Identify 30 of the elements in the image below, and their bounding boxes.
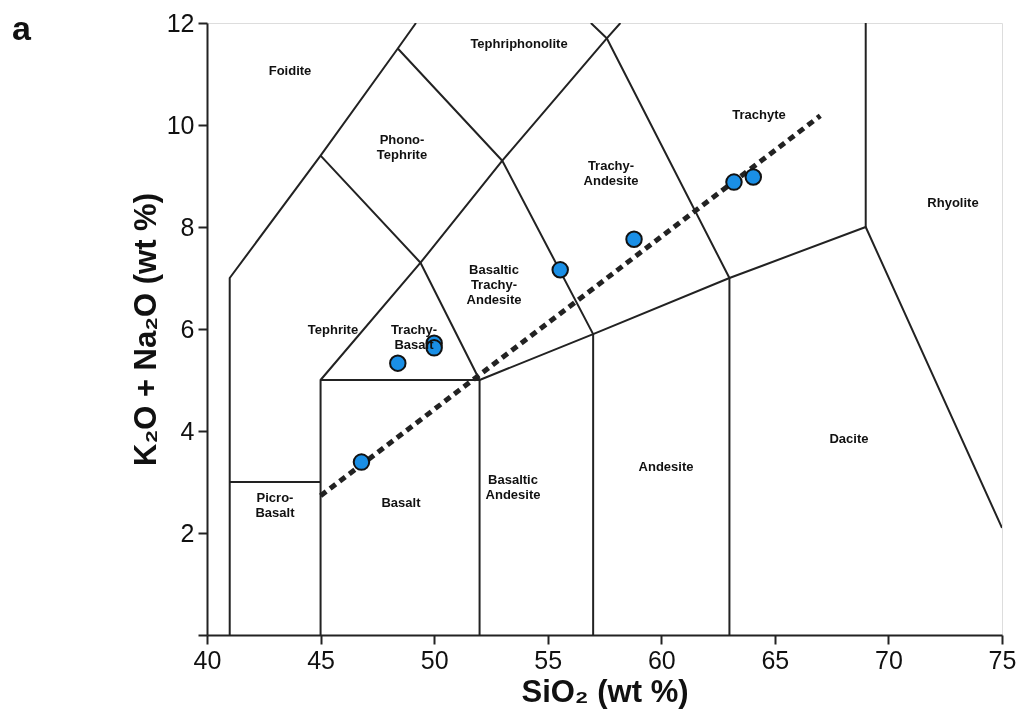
annotation: Tephrite [307,322,359,337]
annotation: Foidite [268,63,312,78]
y-tick-label: 10 [166,110,195,139]
y-tick-label: 8 [180,212,195,241]
annotation: Tephriphonolite [470,36,568,51]
x-tick-label: 50 [420,645,449,674]
x-tick-label: 60 [647,645,676,674]
x-tick-label: 55 [534,645,563,674]
annotation: Rhyolite [927,195,979,210]
y-tick-label: 2 [180,518,195,547]
annotation: Trachyte [732,107,786,122]
x-tick-label: 65 [761,645,790,674]
annotation: Dacite [829,431,869,446]
y-tick-label: 4 [180,416,195,445]
annotation: Basaltic Trachy- Andesite [466,262,522,307]
y-tick-label: 12 [166,8,195,37]
x-tick-label: 75 [988,645,1017,674]
annotation: Trachy- Andesite [583,158,639,188]
annotation: Basalt [381,495,422,510]
annotation: Andesite [638,459,694,474]
y-tick-label: 6 [180,314,195,343]
x-tick-label: 45 [307,645,335,674]
y-axis-title: K₂O + Na₂O (wt %) [127,193,163,466]
x-tick-label: 40 [193,645,222,674]
x-tick-label: 70 [875,645,903,674]
annotation: Phono- Tephrite [376,132,428,162]
annotation: Basaltic Andesite [485,472,541,502]
text: a [12,9,32,47]
x-axis-title: SiO₂ (wt %) [521,673,689,709]
annotation: Picro- Basalt [255,490,296,520]
